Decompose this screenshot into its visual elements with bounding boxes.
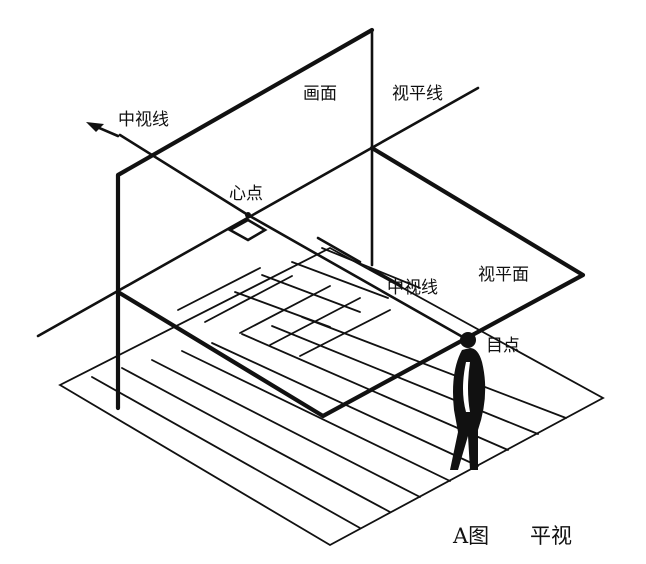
horizon-plane bbox=[115, 145, 586, 419]
figure-number: A图 bbox=[453, 524, 490, 548]
label-center-of-vision: 心点 bbox=[229, 184, 263, 204]
center-point-marker bbox=[227, 218, 268, 242]
picture-plane bbox=[115, 27, 375, 411]
label-horizon-line: 视平线 bbox=[392, 84, 443, 104]
horizon-plane-stripes bbox=[177, 247, 421, 357]
ground-plane bbox=[58, 246, 605, 547]
label-horizon-plane: 视平面 bbox=[478, 265, 529, 285]
central-visual-ray bbox=[88, 122, 470, 342]
label-central-ray-right: 中视线 bbox=[387, 278, 438, 298]
center-point-dot bbox=[245, 212, 251, 218]
horizon-line bbox=[36, 86, 480, 338]
figure-title: 平视 bbox=[530, 524, 572, 548]
observer-figure-icon bbox=[450, 332, 486, 470]
central-ray-arrow-icon bbox=[86, 122, 104, 132]
label-picture-plane: 画面 bbox=[303, 84, 337, 104]
label-central-ray-left: 中视线 bbox=[118, 110, 169, 130]
label-station-point: 目点 bbox=[486, 336, 520, 356]
